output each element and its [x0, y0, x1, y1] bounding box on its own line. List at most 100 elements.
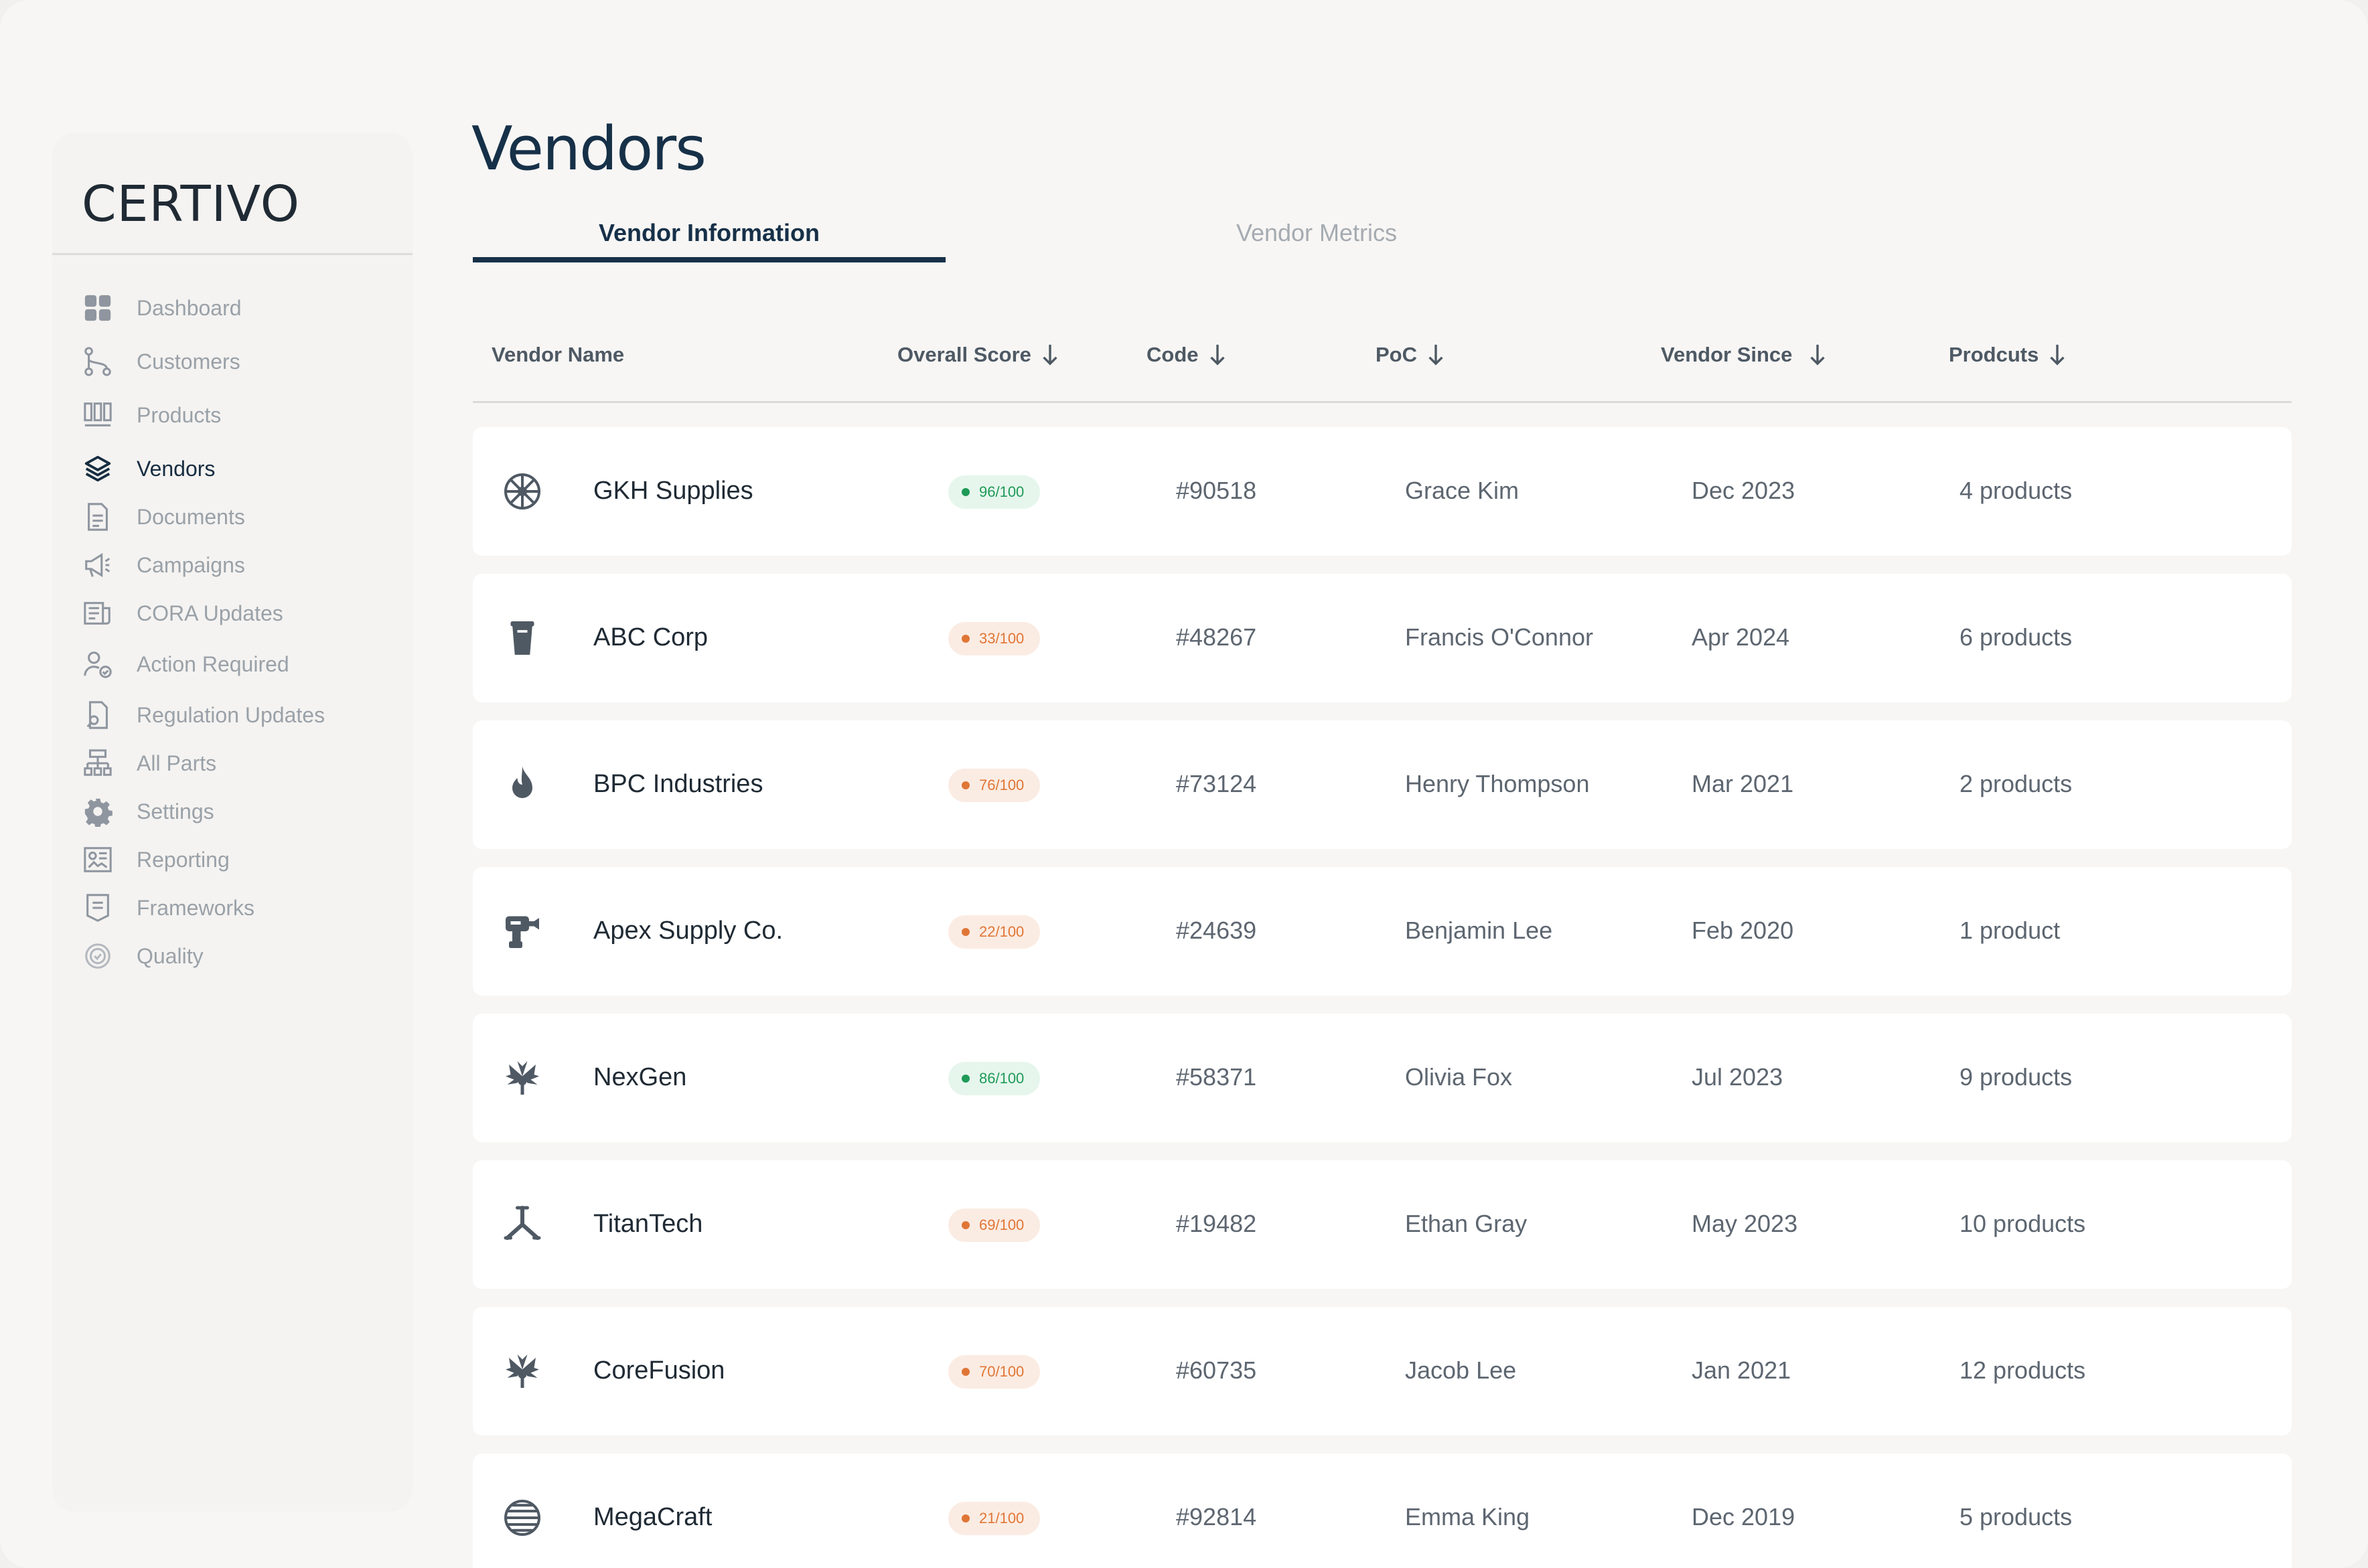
arrow-down-icon[interactable]: [2048, 343, 2067, 366]
hierarchy-icon: [82, 747, 114, 779]
column-header-vendor-name[interactable]: Vendor Name: [492, 343, 624, 367]
sidebar-item-label: Regulation Updates: [137, 702, 325, 727]
arrow-down-icon[interactable]: [1808, 343, 1827, 366]
column-header-overall-score[interactable]: Overall Score: [897, 343, 1059, 367]
score-value: 22/100: [979, 923, 1025, 940]
tab-vendor-metrics[interactable]: Vendor Metrics: [1236, 219, 1398, 246]
sidebar-item-dashboard[interactable]: Dashboard: [82, 284, 396, 332]
column-header-poc[interactable]: PoC: [1376, 343, 1445, 367]
vendor-products[interactable]: 4 products: [1959, 477, 2073, 504]
table-row[interactable]: MegaCraft 21/100 #92814 Emma King Dec 20…: [473, 1454, 2292, 1568]
column-label: Prodcuts: [1949, 343, 2039, 366]
user-check-icon: [82, 648, 114, 680]
column-header-products[interactable]: Prodcuts: [1949, 343, 2067, 367]
sidebar-item-quality[interactable]: Quality: [82, 932, 396, 980]
sidebar-item-label: Documents: [137, 504, 245, 529]
sidebar: CERTIVO Dashboard Customers Products: [52, 133, 413, 1512]
vendor-products[interactable]: 10 products: [1959, 1210, 2086, 1237]
vendor-code: #19482: [1176, 1210, 1257, 1237]
vendor-name[interactable]: TitanTech: [593, 1210, 703, 1238]
vendor-poc: Emma King: [1405, 1503, 1530, 1531]
sidebar-item-customers[interactable]: Customers: [82, 337, 396, 386]
score-badge: 21/100: [948, 1502, 1041, 1535]
sidebar-item-vendors[interactable]: Vendors: [82, 445, 396, 493]
sidebar-item-documents[interactable]: Documents: [82, 493, 396, 541]
document-icon: [82, 501, 114, 533]
score-badge: 96/100: [948, 475, 1041, 509]
vendor-since: Feb 2020: [1692, 917, 1794, 944]
table-row[interactable]: Apex Supply Co. 22/100 #24639 Benjamin L…: [473, 867, 2292, 996]
score-value: 69/100: [979, 1217, 1025, 1233]
column-label: Code: [1146, 343, 1199, 366]
vendor-products[interactable]: 6 products: [1959, 623, 2073, 651]
vendor-code: #60735: [1176, 1356, 1257, 1384]
barcode-icon: [82, 399, 114, 431]
brand-logo[interactable]: CERTIVO: [82, 175, 301, 233]
palm-logo-icon: [502, 1058, 542, 1098]
vendor-poc: Jacob Lee: [1405, 1356, 1517, 1384]
vendor-name[interactable]: CoreFusion: [593, 1356, 725, 1385]
vendor-products[interactable]: 12 products: [1959, 1356, 2086, 1384]
grid-icon: [82, 292, 114, 324]
sidebar-item-frameworks[interactable]: Frameworks: [82, 884, 396, 932]
vendor-name[interactable]: MegaCraft: [593, 1503, 713, 1531]
drill-logo-icon: [502, 911, 542, 951]
vendor-name[interactable]: GKH Supplies: [593, 477, 753, 505]
vendor-poc: Henry Thompson: [1405, 770, 1590, 797]
sidebar-item-campaigns[interactable]: Campaigns: [82, 541, 396, 589]
sidebar-item-label: Reporting: [137, 847, 230, 872]
sidebar-item-settings[interactable]: Settings: [82, 787, 396, 836]
score-badge: 69/100: [948, 1208, 1041, 1242]
vendor-code: #58371: [1176, 1063, 1257, 1091]
tab-vendor-information[interactable]: Vendor Information: [473, 213, 946, 262]
score-value: 33/100: [979, 630, 1025, 647]
layers-icon: [82, 453, 114, 485]
vendor-name[interactable]: NexGen: [593, 1063, 687, 1091]
vendor-since: Apr 2024: [1692, 623, 1790, 651]
sidebar-item-label: CORA Updates: [137, 601, 283, 625]
status-dot: [962, 781, 970, 789]
sidebar-item-cora-updates[interactable]: CORA Updates: [82, 589, 396, 637]
vendor-products[interactable]: 2 products: [1959, 770, 2073, 797]
sidebar-item-label: All Parts: [137, 751, 217, 775]
arrow-down-icon[interactable]: [1426, 343, 1445, 366]
column-header-vendor-since[interactable]: Vendor Since: [1661, 343, 1827, 367]
table-row[interactable]: BPC Industries 76/100 #73124 Henry Thomp…: [473, 720, 2292, 849]
vendor-name[interactable]: ABC Corp: [593, 623, 709, 651]
sidebar-item-reporting[interactable]: Reporting: [82, 836, 396, 884]
arrow-down-icon[interactable]: [1208, 343, 1227, 366]
sidebar-item-regulation-updates[interactable]: Regulation Updates: [82, 691, 396, 739]
quality-icon: [82, 940, 114, 972]
sidebar-item-all-parts[interactable]: All Parts: [82, 739, 396, 787]
score-badge: 86/100: [948, 1062, 1041, 1095]
vendor-poc: Olivia Fox: [1405, 1063, 1513, 1091]
table-row[interactable]: TitanTech 69/100 #19482 Ethan Gray May 2…: [473, 1160, 2292, 1289]
sidebar-item-action-required[interactable]: Action Required: [82, 640, 396, 688]
vendor-code: #73124: [1176, 770, 1257, 797]
sidebar-item-label: Products: [137, 402, 222, 427]
column-label: Vendor Since: [1661, 343, 1793, 366]
vendor-products[interactable]: 1 product: [1959, 917, 2061, 944]
sidebar-item-label: Customers: [137, 349, 240, 374]
column-label: PoC: [1376, 343, 1417, 366]
arrow-down-icon[interactable]: [1041, 343, 1059, 366]
vendor-name[interactable]: Apex Supply Co.: [593, 917, 784, 945]
score-badge: 76/100: [948, 769, 1041, 802]
vendor-since: Mar 2021: [1692, 770, 1794, 797]
vendor-name[interactable]: BPC Industries: [593, 770, 763, 798]
git-branch-icon: [82, 345, 114, 378]
table-row[interactable]: GKH Supplies 96/100 #90518 Grace Kim Dec…: [473, 427, 2292, 556]
table-row[interactable]: ABC Corp 33/100 #48267 Francis O'Connor …: [473, 574, 2292, 702]
vendor-products[interactable]: 9 products: [1959, 1063, 2073, 1091]
column-header-code[interactable]: Code: [1146, 343, 1227, 367]
report-icon: [82, 844, 114, 876]
table-row[interactable]: NexGen 86/100 #58371 Olivia Fox Jul 2023…: [473, 1014, 2292, 1142]
table-row[interactable]: CoreFusion 70/100 #60735 Jacob Lee Jan 2…: [473, 1307, 2292, 1435]
vendor-code: #24639: [1176, 917, 1257, 944]
vendor-products[interactable]: 5 products: [1959, 1503, 2073, 1531]
vendor-since: Jul 2023: [1692, 1063, 1783, 1091]
sidebar-item-products[interactable]: Products: [82, 391, 396, 439]
vendor-poc: Ethan Gray: [1405, 1210, 1528, 1237]
tab-bar: Vendor Information Vendor Metrics: [473, 213, 1397, 262]
